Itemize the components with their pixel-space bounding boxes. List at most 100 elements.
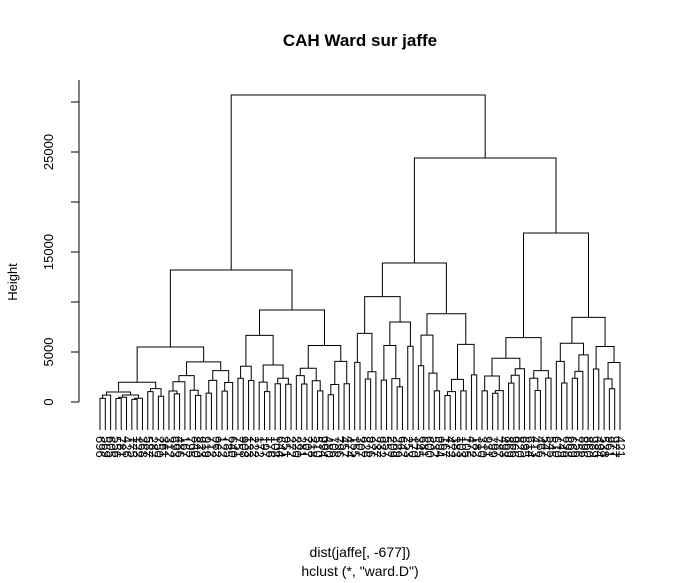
leaf-label: 977 [608, 436, 623, 458]
leaf-label: 796 [332, 436, 347, 458]
leaf-label: 289 [390, 436, 405, 458]
leaf-label: 962 [210, 436, 225, 458]
leaf-label: 994 [316, 436, 331, 458]
dendrogram-branch [277, 377, 289, 385]
leaf-label: 785 [220, 436, 235, 458]
leaf-label: 466 [533, 436, 548, 458]
leaf-label: 486 [173, 436, 188, 458]
leaf-label: 312 [162, 436, 177, 458]
dendrogram-branch [364, 378, 372, 430]
dendrogram-branch [534, 390, 541, 430]
leaf-label: 155 [348, 436, 363, 458]
leaf-label: 480 [321, 436, 336, 458]
leaf-label: 569 [98, 436, 113, 458]
leaf-label: 681 [417, 436, 432, 458]
dendrogram-branch [608, 388, 616, 430]
leaf-label: 281 [295, 436, 310, 458]
leaf-label: 493 [496, 436, 511, 458]
dendrogram-branch [354, 361, 361, 430]
leaf-label: 557 [380, 436, 395, 458]
dendrogram-merge [169, 269, 293, 347]
leaf-label: 605 [104, 436, 119, 458]
dendrogram-branch [133, 397, 143, 430]
dendrogram-branch [311, 380, 321, 430]
leaf-label: 474 [342, 436, 357, 458]
leaf-label: 994 [433, 436, 448, 458]
leaf-label: 108 [268, 436, 283, 458]
leaf-label: 896 [576, 436, 591, 458]
dendrogram-branch [481, 390, 488, 430]
leaf-label: 642 [395, 436, 410, 458]
subtitle: hclust (*, "ward.D") [301, 563, 418, 579]
leaf-label: 750 [151, 436, 166, 458]
leaf-label: 197 [257, 436, 272, 458]
leaf-label: 253 [401, 436, 416, 458]
x-axis-label: dist(jaffe[, -677]) [310, 544, 411, 560]
leaf-label: 472 [443, 436, 458, 458]
dendrogram-branch [173, 393, 181, 430]
dendrogram-branch [157, 395, 165, 430]
dendrogram-branch [505, 337, 542, 371]
leaf-label: 600 [422, 436, 437, 458]
leaf-label: 176 [263, 436, 278, 458]
dendrogram-branch [578, 354, 589, 430]
leaf-label: 775 [125, 436, 140, 458]
leaf-label: 122 [215, 436, 230, 458]
leaf-label: 751 [231, 436, 246, 458]
dendrogram-branch [592, 368, 600, 430]
leaf-label: 932 [374, 436, 389, 458]
leaf-label: 640 [226, 436, 241, 458]
leaf-label: 610 [549, 436, 564, 458]
dendrogram-branch [533, 370, 549, 379]
dendrogram-branch [221, 390, 228, 430]
leaf-label: 167 [438, 436, 453, 458]
dendrogram-branch [574, 370, 584, 430]
leaf-label: 756 [571, 436, 586, 458]
dendrogram-branch [545, 377, 552, 430]
leaf-label: 749 [555, 436, 570, 458]
dendrogram-branch [420, 334, 434, 374]
dendrogram-branch [607, 362, 621, 430]
leaf-label: 413 [528, 436, 543, 458]
leaf-label: 966 [507, 436, 522, 458]
y-tick-label: 5000 [41, 338, 56, 367]
dendrogram-branch [396, 386, 403, 430]
leaf-label: 931 [480, 436, 495, 458]
dendrogram-branch [327, 394, 334, 430]
leaf-label: 919 [199, 436, 214, 458]
y-tick-label: 15000 [41, 234, 56, 270]
dendrogram-branch [224, 382, 234, 430]
dendrogram-branch [330, 384, 340, 430]
leaf-label: 869 [502, 436, 517, 458]
leaf-label: 170 [406, 436, 421, 458]
dendrogram-merge [230, 94, 486, 270]
dendrogram-branch [118, 381, 157, 392]
leaf-label: 237 [369, 436, 384, 458]
dendrogram-branch [258, 381, 268, 430]
dendrogram-branch [102, 394, 112, 430]
dendrogram-branch [603, 378, 613, 430]
leaf-label: 706 [326, 436, 341, 458]
leaf-label: 307 [353, 436, 368, 458]
leaf-label: 712 [204, 436, 219, 458]
dendrogram-branch [205, 392, 212, 430]
leaf-label: 532 [427, 436, 442, 458]
dendrogram-branch [529, 377, 539, 430]
leaf-label: 961 [602, 436, 617, 458]
leaf-label: 105 [459, 436, 474, 458]
dendrogram-tree [99, 94, 621, 430]
leaf-label: 587 [141, 436, 156, 458]
leaf-label: 908 [236, 436, 251, 458]
dendrogram-branch [147, 391, 154, 430]
leaf-label: 693 [167, 436, 182, 458]
leaf-label: 272 [284, 436, 299, 458]
dendrogram-branch [245, 334, 274, 367]
dendrogram-branch [470, 374, 478, 430]
dendrogram-branch [248, 379, 255, 430]
dendrogram-branch [433, 390, 441, 430]
dendrogram-branch [364, 296, 401, 334]
leaf-label: 795 [183, 436, 198, 458]
leaf-label: 172 [252, 436, 267, 458]
leaf-label: 787 [491, 436, 506, 458]
